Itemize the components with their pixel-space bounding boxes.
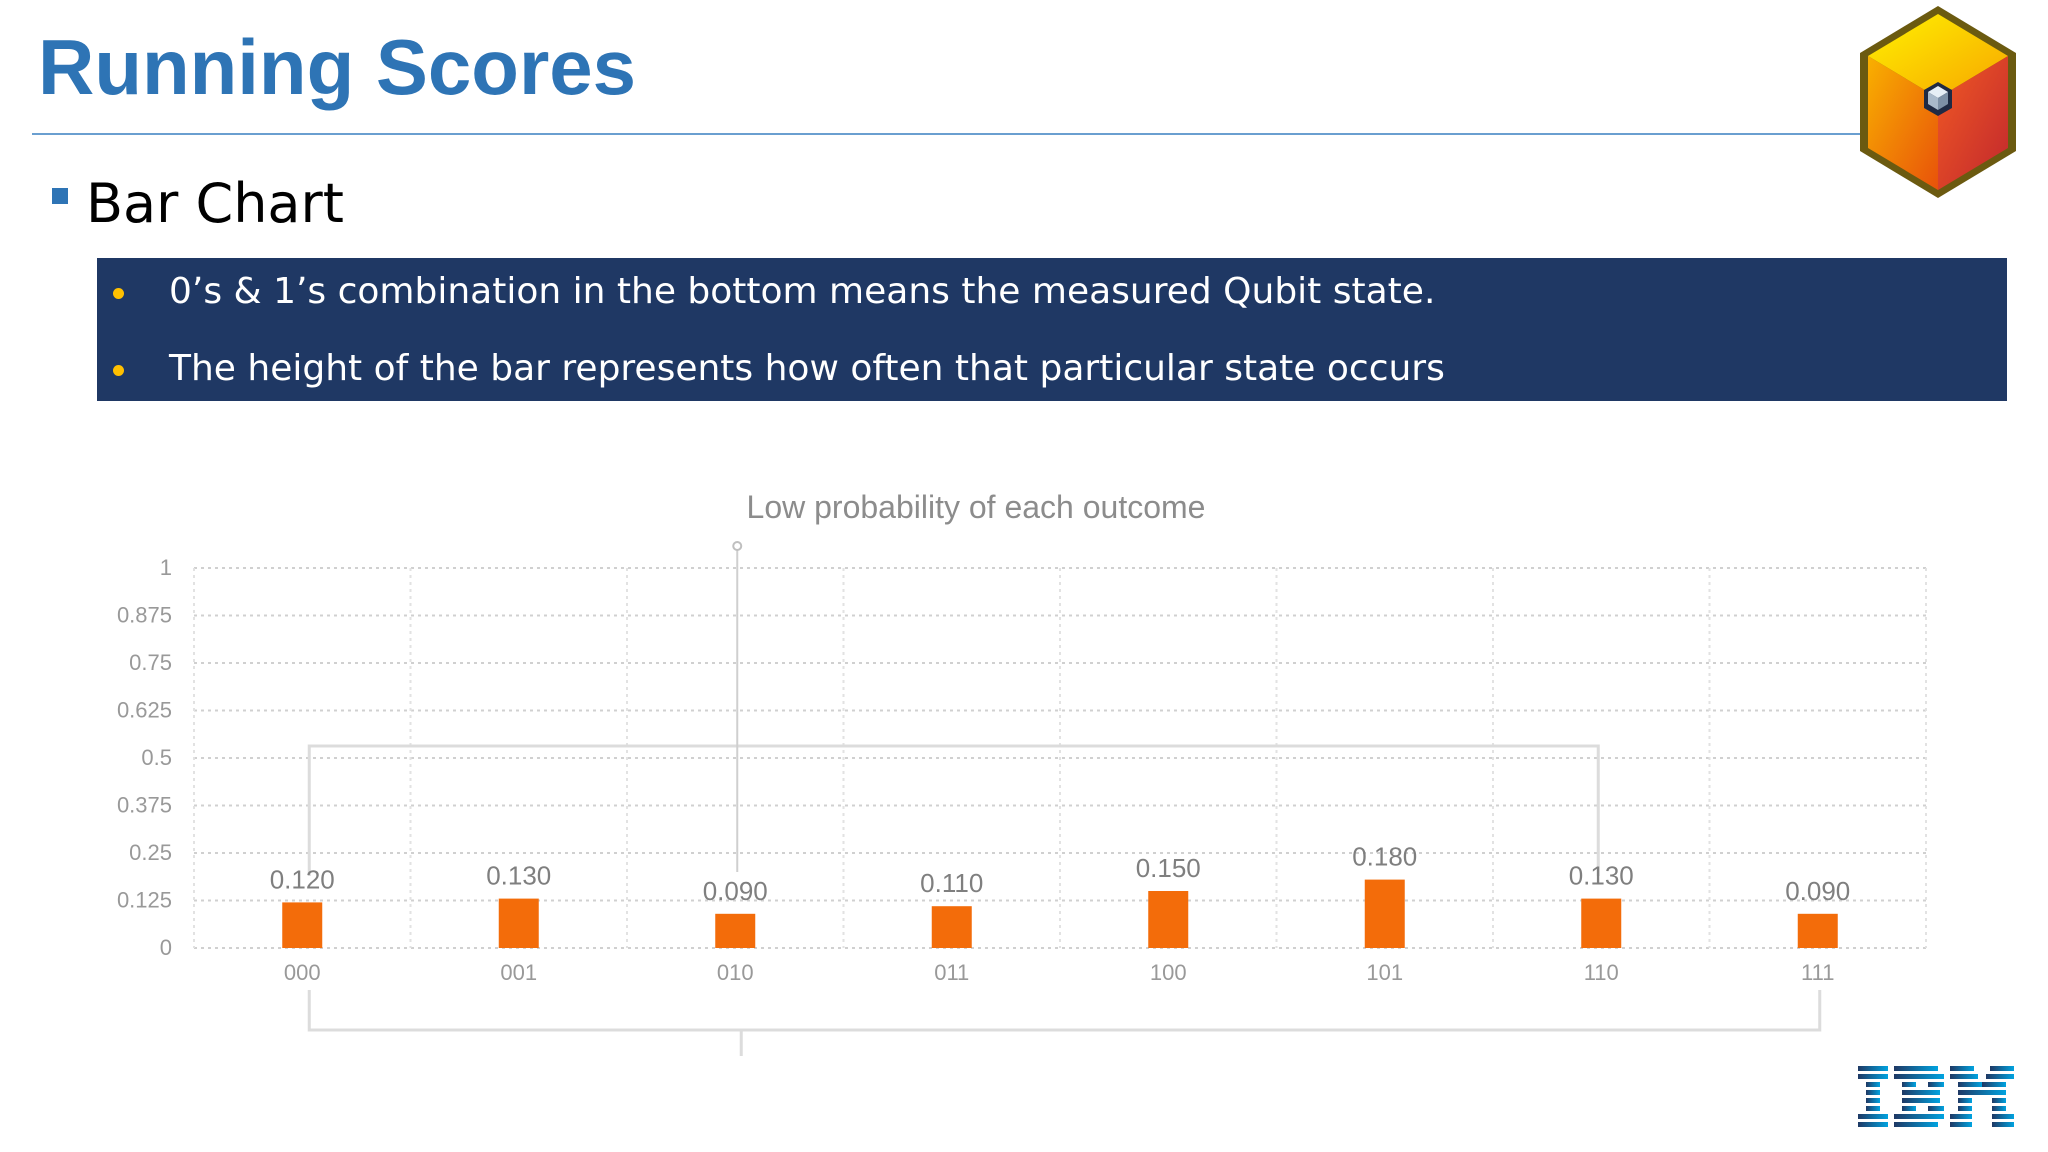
bar [1364,879,1405,948]
y-tick-label: 0.375 [117,793,172,818]
bar-value-label: 0.110 [920,868,983,898]
bar-value-label: 0.130 [1569,861,1634,891]
bar [931,906,972,948]
subheading: Bar Chart [86,172,344,235]
banner-line-1: 0’s & 1’s combination in the bottom mean… [169,271,1436,312]
x-tick-label: 100 [1150,960,1187,985]
x-tick-label: 001 [500,960,537,985]
bullet-dot-icon [113,288,124,299]
y-tick-label: 0 [160,935,172,960]
x-tick-label: 110 [1584,960,1619,985]
y-tick-label: 0.25 [129,840,172,865]
y-tick-label: 0.5 [141,745,172,770]
y-tick-label: 0.125 [117,888,172,913]
bar-value-label: 0.090 [703,876,768,906]
bar [1148,891,1189,948]
y-tick-label: 0.75 [129,650,172,675]
info-banner: 0’s & 1’s combination in the bottom mean… [97,258,2007,401]
bar-value-label: 0.090 [1785,876,1850,906]
bar-value-label: 0.150 [1136,853,1201,883]
bar [498,898,539,948]
x-tick-label: 010 [717,960,754,985]
bracket-connector [307,990,1822,1032]
x-tick-label: 111 [1801,960,1834,985]
square-bullet-icon [52,188,68,204]
bar-value-label: 0.130 [486,861,551,891]
bar [1581,898,1622,948]
bar-value-label: 0.180 [1352,842,1417,872]
bar-value-label: 0.120 [270,864,335,894]
x-tick-label: 011 [934,960,969,985]
bar-chart: Low probability of each outcome 0 0.125 0.2… [117,489,1927,1056]
ibm-logo [1858,1066,2014,1127]
banner-line-2: The height of the bar represents how oft… [169,348,1445,389]
y-tick-label: 0.625 [117,698,172,723]
bar [715,913,756,948]
title-divider [32,133,1862,135]
pointer-dot [732,541,743,551]
bullet-dot-icon [113,365,124,376]
chart-title: Low probability of each outcome [747,489,1206,525]
y-tick-label: 1 [160,555,172,580]
x-tick-label: 000 [284,960,321,985]
bar [282,902,323,948]
bar [1797,913,1838,948]
cube-logo-icon [1860,6,2016,198]
slide-title: Running Scores [38,23,637,111]
y-tick-label: 0.875 [117,603,172,628]
x-tick-label: 101 [1366,960,1403,985]
bracket-connector [307,744,1600,876]
